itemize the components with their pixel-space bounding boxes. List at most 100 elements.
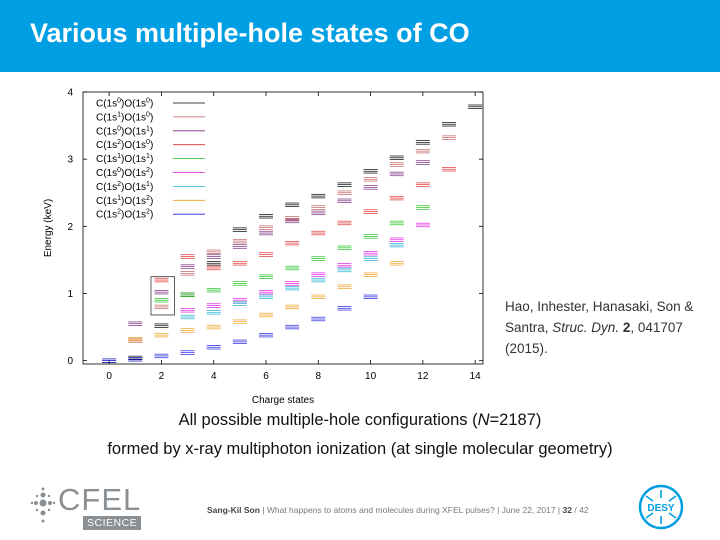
data-point <box>311 193 326 199</box>
data-point <box>415 205 430 210</box>
legend-label: C(1s1)O(1s1) <box>96 153 153 165</box>
data-point <box>415 148 430 154</box>
data-point <box>311 277 326 283</box>
data-point <box>389 195 404 201</box>
title-bar: Various multiple-hole states of CO <box>0 0 720 72</box>
data-point <box>389 171 404 177</box>
data-point <box>154 323 169 328</box>
footer-info: Sang-Kil Son | What happens to atoms and… <box>207 505 589 515</box>
footer-sep-2: | <box>494 505 502 515</box>
y-tick-label: 2 <box>67 222 73 233</box>
data-point <box>180 292 195 297</box>
data-point <box>311 256 326 261</box>
data-point <box>363 251 378 256</box>
data-point <box>259 312 274 318</box>
data-point <box>180 264 195 269</box>
citation: Hao, Inhester, Hanasaki, Son & Santra, S… <box>505 296 715 359</box>
footer-sep-3: | <box>555 505 563 515</box>
data-point <box>337 245 352 250</box>
data-point <box>259 225 274 230</box>
data-point <box>363 294 378 299</box>
data-point <box>154 289 169 295</box>
x-tick-label: 8 <box>316 371 322 382</box>
data-point <box>206 345 221 350</box>
data-point <box>285 304 300 310</box>
data-point <box>442 135 457 140</box>
legend-label: C(1s1)O(1s0) <box>96 111 153 123</box>
data-point <box>180 314 195 320</box>
data-point <box>232 301 247 306</box>
data-point <box>259 274 274 279</box>
data-point <box>285 202 300 207</box>
data-point <box>363 209 378 214</box>
legend-label: C(1s2)O(1s1) <box>96 181 153 193</box>
y-tick-label: 0 <box>67 356 73 367</box>
data-point <box>206 265 221 271</box>
data-point <box>468 104 483 109</box>
citation-rest: , 041707 (2015). <box>505 320 683 356</box>
data-point <box>180 271 195 276</box>
x-tick-label: 2 <box>159 371 165 382</box>
footer-date: June 22, 2017 <box>501 505 556 515</box>
data-point <box>415 222 430 228</box>
data-point <box>128 337 143 342</box>
data-point <box>337 267 352 273</box>
legend-label: C(1s2)O(1s0) <box>96 139 153 151</box>
data-point <box>206 261 221 266</box>
data-point <box>128 357 143 362</box>
data-point <box>206 249 221 254</box>
data-point <box>285 285 300 291</box>
highlight-box <box>150 276 175 316</box>
data-point <box>363 272 378 277</box>
x-tick-label: 10 <box>365 371 377 382</box>
data-point <box>311 272 326 277</box>
data-point <box>232 244 247 249</box>
data-point <box>206 254 221 259</box>
x-tick-label: 14 <box>470 371 482 382</box>
legend-label: C(1s2)O(1s2) <box>96 209 153 221</box>
data-point <box>154 353 169 359</box>
y-tick-label: 4 <box>67 88 73 99</box>
data-point <box>415 140 430 145</box>
data-point <box>128 321 143 326</box>
x-axis-label: Charge states <box>252 395 314 406</box>
data-point <box>363 169 378 174</box>
data-point <box>285 240 300 246</box>
data-point <box>337 198 352 203</box>
data-point <box>389 242 404 248</box>
footer-page-number: 32 <box>562 505 572 515</box>
legend-label: C(1s1)O(1s2) <box>96 195 153 207</box>
data-point <box>206 303 221 308</box>
data-point <box>128 338 143 343</box>
data-point <box>154 304 169 310</box>
data-point <box>154 277 169 283</box>
cfel-logo-icon <box>30 487 56 523</box>
data-point <box>363 234 378 239</box>
data-point <box>232 261 247 266</box>
data-point <box>259 289 274 295</box>
legend-label: C(1s0)O(1s0) <box>96 98 153 110</box>
data-point <box>311 230 326 236</box>
desy-wordmark: DESY <box>647 503 675 514</box>
data-point <box>232 339 247 344</box>
data-point <box>285 281 300 286</box>
x-tick-label: 6 <box>263 371 269 382</box>
data-point <box>180 254 195 259</box>
data-point <box>128 355 143 361</box>
data-point <box>180 308 195 313</box>
data-point <box>206 310 221 315</box>
citation-authors: Hao, Inhester, Hanasaki, Son & Santra, <box>505 299 694 335</box>
footer-author: Sang-Kil Son <box>207 505 260 515</box>
data-point <box>311 205 326 210</box>
caption-line-1-post: =2187) <box>489 411 542 429</box>
y-axis-label: Energy (keV) <box>43 199 54 257</box>
data-point <box>154 332 169 338</box>
plot-frame <box>82 91 484 365</box>
caption-line-1-pre: All possible multiple-hole configuration… <box>178 411 478 429</box>
data-point <box>232 238 247 244</box>
data-point <box>389 261 404 266</box>
data-point <box>154 298 169 303</box>
data-point <box>259 230 274 236</box>
data-point <box>285 216 300 221</box>
data-point <box>389 155 404 160</box>
